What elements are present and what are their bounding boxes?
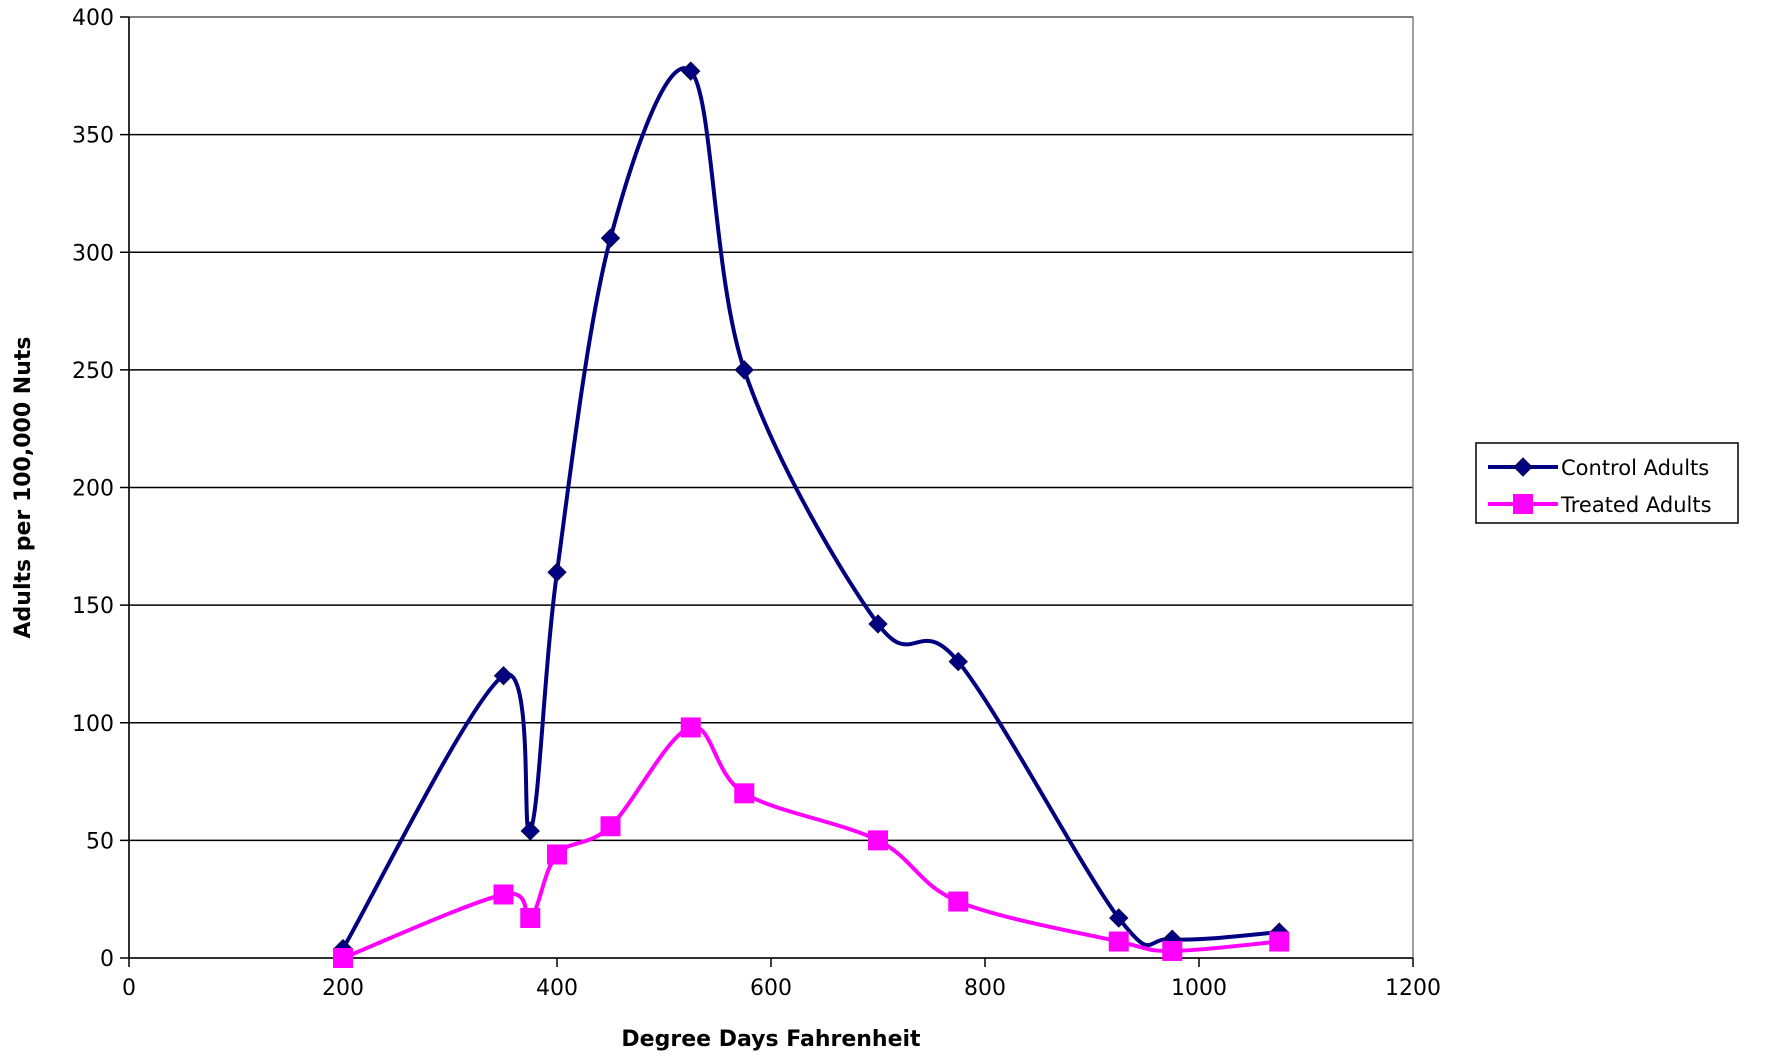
data-point [680,717,701,738]
legend-label: Treated Adults [1560,493,1712,517]
data-point [1269,931,1290,952]
diamond-marker-icon [1513,457,1533,477]
y-tick-label: 50 [86,829,114,854]
x-tick-label: 600 [750,976,792,1001]
data-point [868,614,888,634]
data-point [520,908,541,929]
y-tick-label: 150 [72,594,114,619]
series-line [341,66,1282,951]
y-axis-ticks: 0 50 100 150 200 250 300 350 400 [72,6,129,972]
square-marker-icon [1513,494,1533,514]
data-point [1108,931,1129,952]
y-tick-label: 200 [72,477,114,502]
data-point [333,948,353,968]
y-tick-label: 0 [100,947,114,972]
data-point [948,651,968,672]
series-treated-adults [333,717,1290,968]
data-point [1109,908,1129,928]
x-axis-title: Degree Days Fahrenheit [621,1027,921,1052]
x-tick-label: 200 [322,976,364,1001]
y-tick-label: 300 [72,241,114,266]
y-tick-label: 400 [72,6,114,31]
y-axis-title: Adults per 100,000 Nuts [11,337,36,639]
data-point [681,61,701,81]
series-line [341,725,1282,960]
legend-label: Control Adults [1561,456,1709,480]
y-tick-label: 350 [72,124,114,149]
x-axis-ticks: 0 200 400 600 800 1000 1200 [122,958,1441,1001]
data-point [1162,940,1183,961]
legend: Control Adults Treated Adults [1475,442,1739,524]
gridlines [129,16,1413,842]
y-tick-label: 250 [72,359,114,384]
data-point [600,228,621,248]
series-control-adults [333,61,1289,959]
x-tick-label: 800 [964,976,1006,1001]
data-point [547,844,567,865]
data-point [547,562,567,582]
data-point [868,830,888,851]
data-point [600,816,621,837]
data-point [520,821,540,841]
x-tick-label: 1200 [1385,976,1441,1001]
data-point [493,665,514,686]
y-tick-label: 100 [72,712,114,737]
data-point [734,360,754,380]
x-tick-label: 0 [122,976,136,1001]
x-tick-label: 1000 [1171,976,1227,1001]
legend-item: Treated Adults [1488,493,1712,517]
legend-item: Control Adults [1488,456,1709,480]
x-tick-label: 400 [536,976,578,1001]
data-point [493,884,514,905]
data-point [948,891,969,912]
series-group [333,61,1290,968]
data-point [734,783,755,804]
